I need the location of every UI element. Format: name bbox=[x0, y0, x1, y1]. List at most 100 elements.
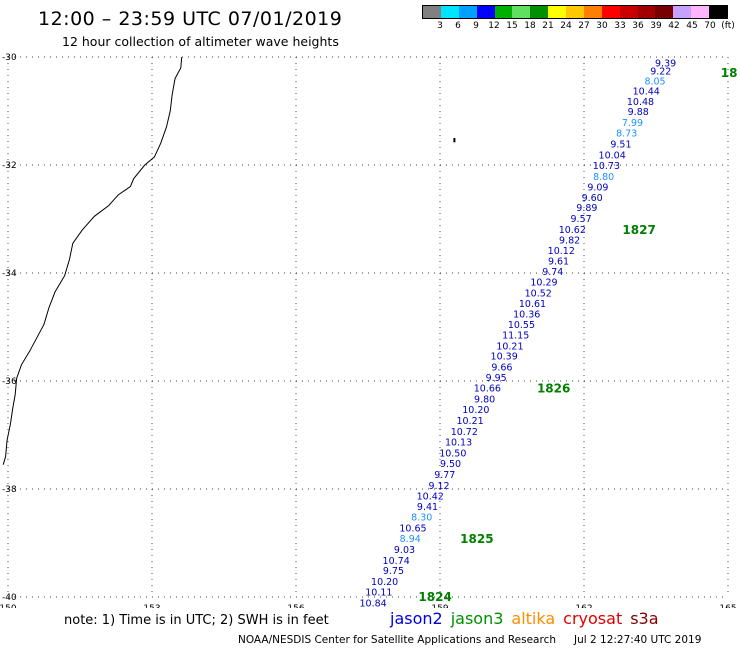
lat-tick-label: -32 bbox=[2, 161, 17, 171]
color-scale-label: 15 bbox=[506, 21, 518, 31]
swh-value-label: 10.20 bbox=[462, 405, 489, 416]
swh-value-label: 9.66 bbox=[491, 363, 512, 374]
lon-tick-label: 162 bbox=[575, 604, 592, 608]
swh-value-label: 9.77 bbox=[434, 470, 455, 481]
swh-value-label: 9.95 bbox=[486, 373, 507, 384]
credit-line: NOAA/NESDIS Center for Satellite Applica… bbox=[238, 634, 701, 646]
color-scale-label: 9 bbox=[473, 21, 479, 31]
lon-tick-label: 159 bbox=[431, 604, 448, 608]
color-swatch bbox=[655, 6, 674, 18]
swh-value-label: 9.09 bbox=[587, 183, 608, 194]
lat-tick-label: -36 bbox=[2, 377, 17, 387]
color-scale-label: 21 bbox=[542, 21, 554, 31]
color-scale-labels: 3 6 9 12 15 18 21 24 27 30 33 36 39 42 45 70 (ft) bbox=[422, 19, 735, 33]
swh-value-label: 10.84 bbox=[360, 598, 387, 608]
swh-value-label: 10.72 bbox=[451, 427, 478, 438]
color-scale-label: 27 bbox=[578, 21, 590, 31]
color-swatch bbox=[494, 6, 513, 18]
swh-value-label: 9.88 bbox=[628, 107, 649, 118]
swh-value-label: 10.52 bbox=[525, 289, 552, 300]
swh-value-label: 9.22 bbox=[650, 67, 671, 78]
coastline bbox=[2, 56, 456, 465]
swh-value-label: 10.21 bbox=[496, 341, 523, 352]
swh-value-label: 9.51 bbox=[610, 139, 631, 150]
swh-value-label: 10.39 bbox=[491, 352, 518, 363]
color-swatch bbox=[583, 6, 602, 18]
color-scale-label: 3 bbox=[437, 21, 443, 31]
swh-value-label: 10.55 bbox=[508, 320, 535, 331]
units-note: note: 1) Time is in UTC; 2) SWH is in fe… bbox=[64, 613, 329, 628]
lat-tick-label: -34 bbox=[2, 269, 17, 279]
time-marker-label: 1825 bbox=[460, 532, 493, 546]
time-markers: 18 1827 1826 1825 1824 bbox=[418, 66, 737, 604]
satellite-name-altika: altika bbox=[511, 609, 556, 628]
swh-value-label: 9.50 bbox=[440, 459, 461, 470]
swh-value-label: 10.66 bbox=[474, 384, 501, 395]
color-scale-legend: 3 6 9 12 15 18 21 24 27 30 33 36 39 42 45 70 (ft) bbox=[422, 5, 735, 35]
swh-value-label: 9.41 bbox=[417, 502, 438, 513]
swh-value-label: 10.61 bbox=[519, 299, 546, 310]
satellite-legend: jason2 jason3 altika cryosat s3a bbox=[390, 609, 667, 628]
color-swatch bbox=[548, 6, 566, 18]
wave-height-map: -30 -32 -34 -36 -38 -40150 153 156 159 162 165 9.3… bbox=[0, 53, 738, 608]
swh-value-label: 10.20 bbox=[371, 577, 398, 588]
swh-value-label: 9.57 bbox=[571, 214, 592, 225]
swh-value-label: 9.39 bbox=[655, 58, 676, 69]
satellite-name-jason2: jason2 bbox=[390, 609, 443, 628]
swh-value-label: 8.05 bbox=[644, 76, 665, 87]
lat-tick-label: -30 bbox=[2, 53, 17, 63]
map-subtitle: 12 hour collection of altimeter wave hei… bbox=[62, 34, 339, 49]
swh-value-label: 9.80 bbox=[474, 394, 495, 405]
swh-value-label: 10.42 bbox=[417, 492, 444, 503]
generated-timestamp: Jul 2 12:27:40 UTC 2019 bbox=[574, 634, 702, 646]
lat-lon-grid bbox=[7, 56, 729, 598]
swh-value-label: 8.73 bbox=[616, 129, 637, 140]
swh-value-label: 7.99 bbox=[622, 118, 643, 129]
color-swatch bbox=[637, 6, 656, 18]
color-scale-label: (ft) bbox=[721, 21, 735, 31]
swh-value-label: 9.12 bbox=[428, 481, 449, 492]
color-scale-label: 45 bbox=[686, 21, 698, 31]
credit-text: NOAA/NESDIS Center for Satellite Applica… bbox=[238, 634, 556, 646]
lat-tick-label: -38 bbox=[2, 485, 17, 495]
swh-value-label: 10.13 bbox=[445, 438, 472, 449]
swh-value-label: 10.36 bbox=[513, 310, 540, 321]
swh-value-label: 10.29 bbox=[530, 278, 557, 289]
swh-value-label: 9.03 bbox=[394, 545, 415, 556]
satellite-name-s3a: s3a bbox=[630, 609, 659, 628]
color-scale-label: 30 bbox=[596, 21, 608, 31]
swh-value-label: 10.21 bbox=[456, 416, 483, 427]
color-scale-label: 24 bbox=[560, 21, 572, 31]
color-swatch bbox=[440, 6, 459, 18]
swh-value-label: 9.89 bbox=[576, 203, 597, 214]
swh-values: 9.399.228.0510.4410.489.887.998.739.5110… bbox=[360, 58, 677, 608]
lon-tick-label: 156 bbox=[287, 604, 304, 608]
satellite-name-jason3: jason3 bbox=[450, 609, 504, 628]
swh-value-label: 10.65 bbox=[399, 523, 426, 534]
lon-tick-label: 150 bbox=[0, 604, 17, 608]
swh-value-label: 9.74 bbox=[542, 267, 563, 278]
color-scale-label: 39 bbox=[650, 21, 662, 31]
swh-value-label: 10.62 bbox=[559, 225, 586, 236]
swh-value-label: 10.74 bbox=[383, 556, 410, 567]
swh-value-label: 8.94 bbox=[400, 534, 421, 545]
lat-tick-label: -40 bbox=[2, 593, 17, 603]
lon-tick-label: 153 bbox=[143, 604, 160, 608]
time-marker-label: 1826 bbox=[537, 382, 570, 396]
color-swatch bbox=[673, 6, 692, 18]
swh-value-label: 10.04 bbox=[599, 150, 626, 161]
time-marker-label: 1824 bbox=[418, 590, 451, 604]
color-swatch bbox=[691, 6, 709, 18]
color-swatch bbox=[709, 6, 727, 18]
color-swatch bbox=[458, 6, 477, 18]
satellite-name-cryosat: cryosat bbox=[563, 609, 623, 628]
color-scale-label: 6 bbox=[455, 21, 461, 31]
time-marker-label: 1827 bbox=[622, 223, 655, 237]
swh-value-label: 9.60 bbox=[582, 193, 603, 204]
color-swatch bbox=[530, 6, 549, 18]
swh-value-label: 10.12 bbox=[548, 246, 575, 257]
map-title: 12:00 – 23:59 UTC 07/01/2019 bbox=[38, 8, 343, 30]
color-scale-label: 12 bbox=[488, 21, 500, 31]
color-swatch bbox=[476, 6, 495, 18]
swh-value-label: 10.50 bbox=[439, 448, 466, 459]
